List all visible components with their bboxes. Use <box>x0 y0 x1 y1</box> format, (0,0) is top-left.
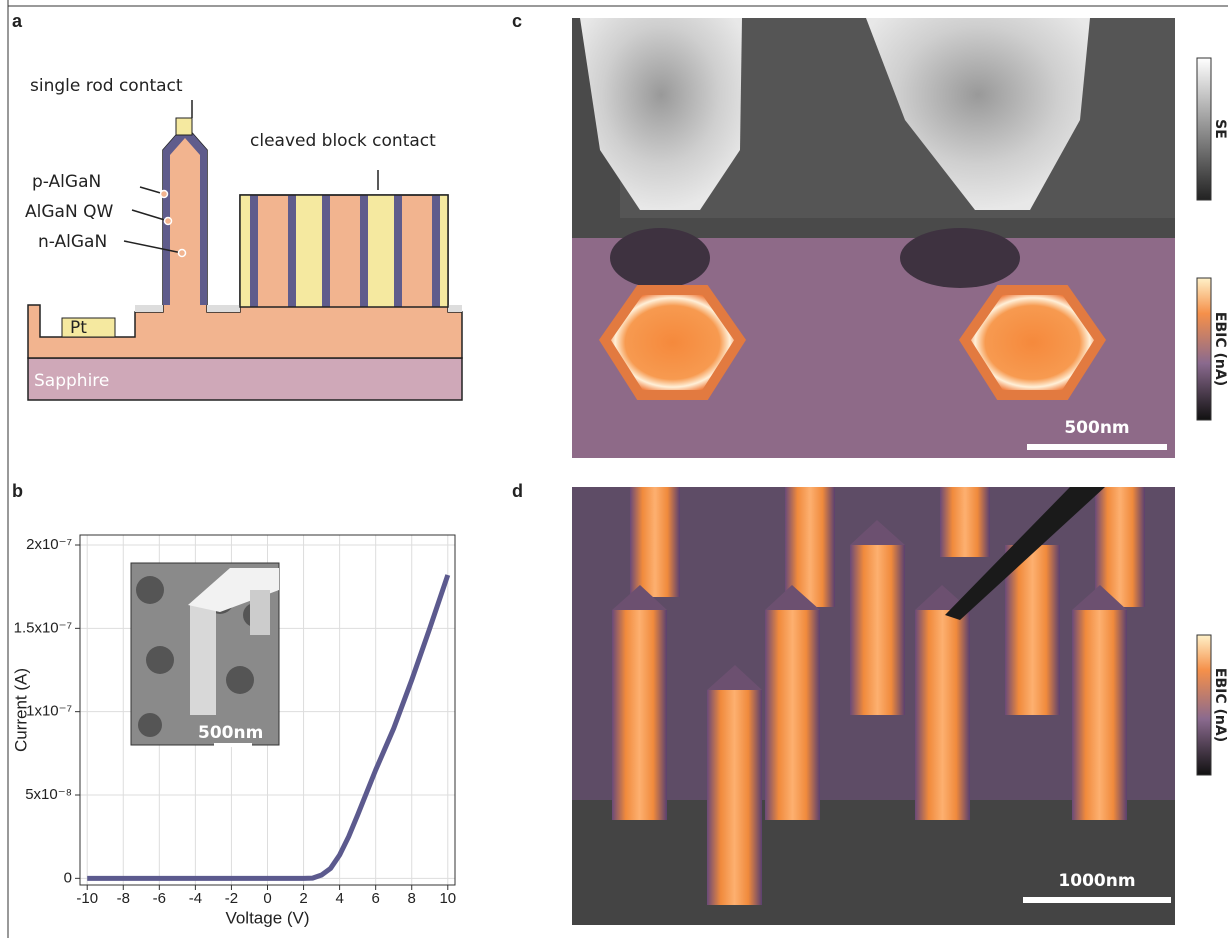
callout: p-AlGaN <box>32 172 101 192</box>
colorbar-label: EBIC (nA) <box>1212 668 1228 742</box>
y-tick-label: 1.5x10⁻⁷ <box>14 619 72 636</box>
x-tick-label: 4 <box>335 890 343 907</box>
figure: a single rod contact cleaved block conta… <box>0 0 1228 938</box>
y-tick-label: 2x10⁻⁷ <box>26 536 72 553</box>
callout: cleaved block contact <box>250 131 436 151</box>
x-tick-label: 6 <box>372 890 380 907</box>
panel-label: a <box>12 11 23 31</box>
x-tick-label: 8 <box>408 890 416 907</box>
y-tick-label: 1x10⁻⁷ <box>26 703 72 720</box>
colorbar-label: SE <box>1212 119 1228 139</box>
x-tick-label: -8 <box>117 890 130 907</box>
panel-label: c <box>512 11 522 31</box>
x-tick-label: -4 <box>189 890 202 907</box>
se-image <box>572 18 1175 238</box>
callout: AlGaN QW <box>25 202 113 222</box>
substrate-label: Sapphire <box>34 371 109 391</box>
y-axis-label: Current (A) <box>11 668 30 752</box>
x-axis-label: Voltage (V) <box>225 908 309 927</box>
panel-label: d <box>512 481 523 501</box>
x-tick-label: -2 <box>225 890 238 907</box>
panel-label: b <box>12 481 23 501</box>
y-tick-label: 0 <box>64 869 72 886</box>
x-tick-label: 0 <box>263 890 271 907</box>
pt-label: Pt <box>70 318 87 338</box>
x-tick-label: -6 <box>153 890 166 907</box>
callout: n-AlGaN <box>38 232 107 252</box>
colorbar <box>1197 58 1211 200</box>
x-tick-label: -10 <box>76 890 98 907</box>
scale-bar-label: 1000nm <box>1058 871 1135 891</box>
x-tick-label: 10 <box>439 890 456 907</box>
colorbar <box>1197 278 1211 420</box>
ebic-rod-image <box>572 487 1175 925</box>
colorbar-label: EBIC (nA) <box>1212 312 1228 386</box>
colorbar <box>1197 635 1211 775</box>
scale-bar-label: 500nm <box>198 723 263 743</box>
callout: single rod contact <box>30 76 183 96</box>
scale-bar-label: 500nm <box>1064 418 1129 438</box>
inset-image <box>131 563 279 747</box>
x-tick-label: 2 <box>299 890 307 907</box>
y-tick-label: 5x10⁻⁸ <box>25 786 72 803</box>
